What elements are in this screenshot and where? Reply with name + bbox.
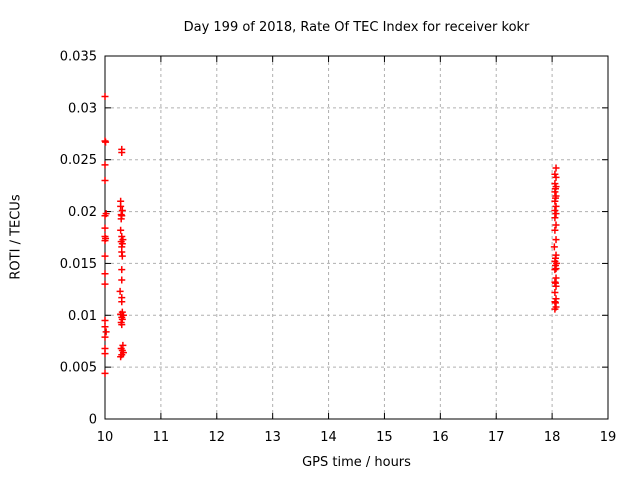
data-point <box>101 280 109 288</box>
data-point <box>116 287 124 295</box>
data-point <box>101 323 109 331</box>
data-point <box>118 252 126 260</box>
data-point <box>118 321 126 329</box>
x-tick-label: 10 <box>97 430 114 445</box>
data-point <box>101 161 109 169</box>
data-point <box>117 226 125 234</box>
x-tick-label: 11 <box>153 430 170 445</box>
data-point <box>118 298 126 306</box>
data-point <box>551 266 559 274</box>
x-tick-label: 14 <box>320 430 337 445</box>
data-point <box>552 164 560 172</box>
data-point <box>118 148 126 156</box>
data-point <box>550 243 558 251</box>
data-point <box>551 226 559 234</box>
x-tick-label: 17 <box>488 430 505 445</box>
data-point <box>118 266 126 274</box>
data-point <box>551 188 559 196</box>
data-point <box>102 328 110 336</box>
y-tick-label: 0.035 <box>60 50 97 65</box>
y-tick-label: 0.025 <box>60 153 97 168</box>
y-tick-label: 0.03 <box>68 101 97 116</box>
y-tick-label: 0.01 <box>68 309 97 324</box>
data-point <box>552 210 560 218</box>
data-point <box>552 173 560 181</box>
data-point <box>117 353 125 361</box>
data-point <box>551 214 559 222</box>
data-point <box>117 215 125 223</box>
data-point <box>552 265 560 273</box>
chart-title: Day 199 of 2018, Rate Of TEC Index for r… <box>183 20 530 35</box>
data-point <box>101 333 109 341</box>
data-point <box>551 207 559 215</box>
data-point <box>552 236 560 244</box>
x-tick-label: 15 <box>376 430 393 445</box>
x-tick-label: 12 <box>209 430 226 445</box>
data-point <box>101 212 109 220</box>
data-point <box>552 282 560 290</box>
data-point <box>101 270 109 278</box>
data-point <box>101 252 109 260</box>
y-tick-label: 0 <box>89 413 97 428</box>
data-point <box>101 92 109 100</box>
data-point <box>101 176 109 184</box>
x-tick-label: 18 <box>544 430 561 445</box>
x-axis-label: GPS time / hours <box>302 455 411 470</box>
data-point <box>551 288 559 296</box>
y-tick-label: 0.02 <box>68 205 97 220</box>
y-tick-label: 0.005 <box>60 361 97 376</box>
data-point <box>117 202 125 210</box>
data-point <box>552 221 560 229</box>
x-tick-label: 16 <box>432 430 449 445</box>
data-point <box>101 316 109 324</box>
y-tick-label: 0.015 <box>60 257 97 272</box>
data-point <box>551 305 559 313</box>
data-point <box>551 197 559 205</box>
data-point <box>118 276 126 284</box>
data-point <box>101 350 109 358</box>
x-tick-label: 19 <box>600 430 617 445</box>
data-point <box>551 170 559 178</box>
data-point <box>101 224 109 232</box>
data-point <box>101 369 109 377</box>
x-tick-label: 13 <box>264 430 281 445</box>
data-point <box>101 237 109 245</box>
data-point <box>102 138 110 146</box>
data-point <box>552 202 560 210</box>
plot-border <box>104 55 609 420</box>
